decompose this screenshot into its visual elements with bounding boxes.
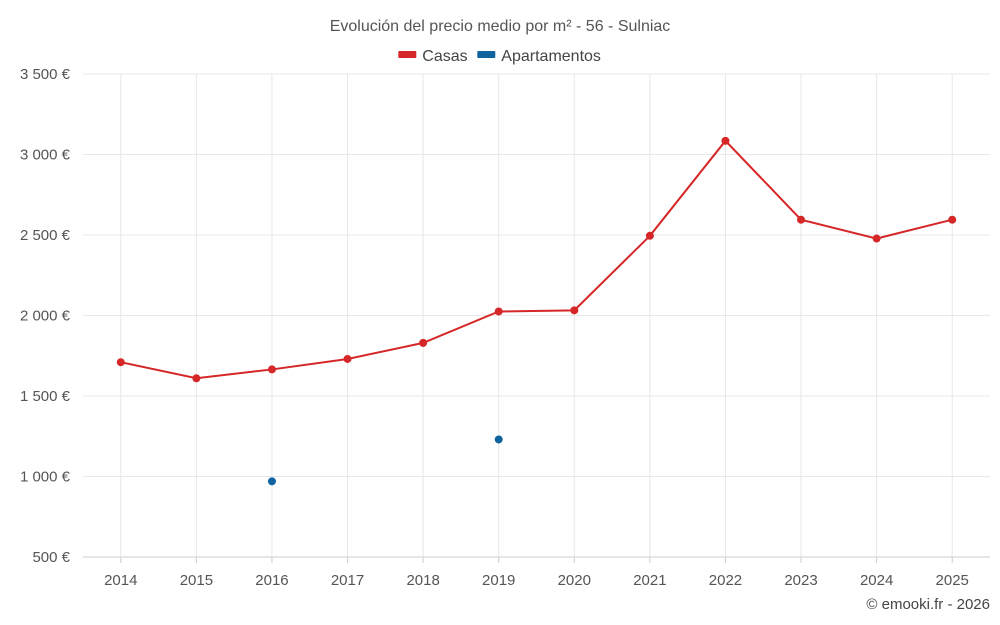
- y-tick-label: 1 500 €: [20, 388, 71, 405]
- data-point: [116, 358, 125, 367]
- y-tick-label: 3 000 €: [20, 147, 71, 164]
- legend-swatch: [398, 51, 417, 58]
- legend: Casas Apartamentos: [398, 48, 601, 65]
- data-point: [419, 338, 428, 347]
- x-tick-label: 2014: [104, 572, 137, 589]
- y-tick-label: 3 500 €: [20, 66, 71, 83]
- y-tick-label: 1 000 €: [20, 469, 71, 486]
- series-layer: [116, 136, 957, 486]
- data-point: [645, 231, 654, 240]
- series-line: [120, 139, 953, 380]
- data-point: [494, 435, 503, 444]
- data-point: [192, 374, 201, 383]
- x-tick-label: 2023: [784, 572, 817, 589]
- data-point: [343, 354, 352, 363]
- data-point: [948, 215, 957, 224]
- x-tick-label: 2024: [860, 572, 893, 589]
- x-tick-label: 2021: [633, 572, 666, 589]
- data-point: [797, 215, 806, 224]
- y-tick-label: 2 000 €: [20, 308, 71, 325]
- y-tick-label: 2 500 €: [20, 227, 71, 244]
- x-tick-label: 2019: [482, 572, 515, 589]
- x-tick-label: 2018: [406, 572, 439, 589]
- x-axis: 2014 2015 2016 2017 2018 2019 2020 2021 2022 2023…: [104, 557, 969, 589]
- chart-title: Evolución del precio medio por m² - 56 -…: [330, 18, 671, 35]
- y-axis: 500 € 1 000 € 1 500 € 2 000 € 2 500 € 3 000 €…: [20, 66, 71, 566]
- data-point: [872, 234, 881, 243]
- legend-item-casas: Casas: [398, 48, 468, 65]
- x-tick-label: 2025: [936, 572, 969, 589]
- series-casas: [116, 136, 957, 383]
- legend-swatch: [477, 51, 496, 58]
- x-tick-label: 2022: [709, 572, 742, 589]
- x-tick-label: 2020: [558, 572, 591, 589]
- legend-item-apartamentos: Apartamentos: [477, 48, 601, 65]
- y-tick-label: 500 €: [32, 549, 70, 566]
- data-point: [721, 136, 730, 145]
- legend-label: Casas: [422, 48, 467, 65]
- data-point: [570, 306, 579, 315]
- x-tick-label: 2017: [331, 572, 364, 589]
- series-apartamentos: [267, 435, 503, 486]
- data-point: [494, 307, 503, 316]
- data-point: [267, 365, 276, 374]
- legend-label: Apartamentos: [501, 48, 601, 65]
- credit-text: © emooki.fr - 2026: [866, 596, 990, 613]
- grid: [83, 73, 990, 558]
- x-tick-label: 2016: [255, 572, 288, 589]
- data-point: [267, 477, 276, 486]
- x-tick-label: 2015: [180, 572, 213, 589]
